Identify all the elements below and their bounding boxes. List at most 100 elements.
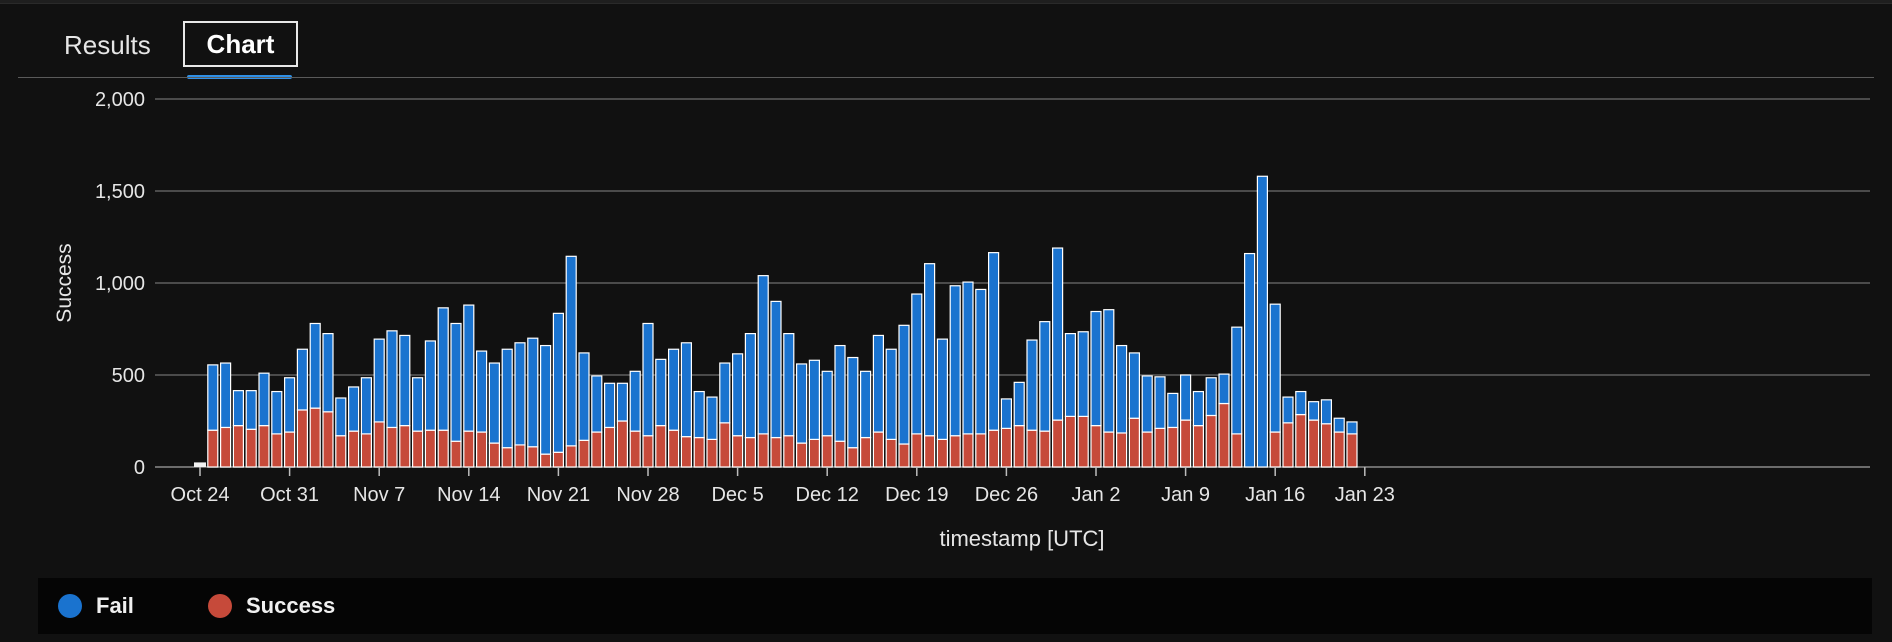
bar-success[interactable] (1320, 423, 1333, 468)
bar-fail[interactable] (1051, 247, 1064, 421)
bar-fail[interactable] (1167, 392, 1179, 429)
bar-success[interactable] (1282, 422, 1294, 468)
bar-success[interactable] (373, 421, 385, 468)
bar-success[interactable] (424, 429, 436, 468)
bar-fail[interactable] (386, 330, 398, 429)
bar-fail[interactable] (399, 334, 411, 427)
bar-success[interactable] (1000, 427, 1013, 468)
bar-fail[interactable] (616, 382, 629, 422)
bar-success[interactable] (322, 411, 334, 468)
bar-fail[interactable] (693, 390, 705, 439)
bar-fail[interactable] (911, 293, 923, 435)
bar-success[interactable] (770, 436, 782, 468)
bar-fail[interactable] (872, 334, 885, 433)
bar-success[interactable] (1051, 419, 1064, 468)
tab-chart[interactable]: Chart (183, 21, 298, 67)
bar-success[interactable] (578, 439, 590, 468)
bar-fail[interactable] (373, 338, 385, 423)
bar-fail[interactable] (258, 372, 270, 427)
bar-fail[interactable] (1269, 303, 1281, 433)
bar-fail[interactable] (1192, 390, 1205, 427)
bar-success[interactable] (987, 429, 1000, 468)
bar-fail[interactable] (424, 340, 436, 431)
legend-item-success[interactable]: Success (208, 578, 335, 634)
tab-results[interactable]: Results (64, 30, 151, 60)
bar-fail[interactable] (1013, 381, 1025, 427)
bar-success[interactable] (949, 435, 961, 468)
bar-fail[interactable] (706, 396, 718, 440)
bar-success[interactable] (348, 430, 360, 468)
bar-success[interactable] (399, 425, 411, 468)
bar-fail[interactable] (1320, 399, 1333, 425)
bar-success[interactable] (783, 435, 795, 468)
bar-fail[interactable] (962, 281, 974, 435)
bar-success[interactable] (258, 425, 270, 468)
bar-success[interactable] (911, 433, 923, 468)
bar-fail[interactable] (642, 322, 654, 437)
bar-fail[interactable] (1103, 309, 1115, 433)
bar-fail[interactable] (987, 252, 1000, 431)
bar-fail[interactable] (296, 348, 308, 411)
bar-fail[interactable] (885, 348, 897, 440)
bar-fail[interactable] (731, 353, 744, 437)
bar-fail[interactable] (488, 362, 500, 444)
bar-fail[interactable] (757, 275, 769, 435)
bar-fail[interactable] (348, 386, 360, 432)
bar-success[interactable] (859, 436, 872, 468)
bar-fail[interactable] (1179, 374, 1192, 421)
bar-fail[interactable] (578, 352, 590, 441)
bar-success[interactable] (1346, 433, 1358, 468)
bar-success[interactable] (1115, 432, 1128, 468)
bar-fail[interactable] (1039, 321, 1051, 432)
bar-success[interactable] (1295, 413, 1307, 468)
bar-success[interactable] (245, 428, 257, 468)
bar-fail[interactable] (360, 377, 372, 435)
bar-fail[interactable] (1141, 375, 1153, 433)
bar-fail[interactable] (1205, 377, 1217, 417)
bar-success[interactable] (412, 430, 424, 468)
bar-fail[interactable] (322, 333, 334, 413)
bar-fail[interactable] (1231, 326, 1243, 435)
bar-success[interactable] (731, 435, 744, 468)
bar-success[interactable] (437, 429, 449, 468)
bar-success[interactable] (1090, 425, 1102, 468)
bar-fail[interactable] (1128, 352, 1141, 419)
bar-fail[interactable] (1154, 376, 1166, 429)
bar-success[interactable] (207, 429, 219, 468)
bar-success[interactable] (1154, 427, 1166, 468)
bar-success[interactable] (501, 447, 513, 468)
bar-fail[interactable] (1346, 421, 1358, 435)
bar-success[interactable] (552, 451, 565, 468)
bar-success[interactable] (603, 426, 616, 468)
bar-success[interactable] (565, 445, 577, 468)
bar-success[interactable] (1269, 431, 1281, 468)
bar-fail[interactable] (335, 397, 347, 437)
bar-fail[interactable] (847, 356, 859, 449)
bar-fail[interactable] (1243, 252, 1256, 468)
bar-success[interactable] (450, 440, 462, 468)
bar-fail[interactable] (1295, 390, 1307, 416)
bar-success[interactable] (296, 409, 308, 468)
bar-success[interactable] (284, 431, 296, 468)
bar-success[interactable] (680, 436, 693, 468)
bar-success[interactable] (591, 431, 603, 468)
bar-fail[interactable] (975, 288, 987, 435)
bar-fail[interactable] (437, 307, 449, 431)
bar-fail[interactable] (565, 255, 577, 447)
bar-fail[interactable] (220, 362, 232, 429)
bar-fail[interactable] (1256, 175, 1269, 468)
bar-fail[interactable] (284, 377, 296, 433)
bar-fail[interactable] (719, 362, 731, 424)
bar-success[interactable] (936, 438, 949, 468)
bar-fail[interactable] (808, 359, 821, 441)
bar-success[interactable] (476, 431, 488, 468)
bar-success[interactable] (527, 446, 539, 468)
bar-fail[interactable] (412, 377, 424, 432)
bar-fail[interactable] (655, 358, 667, 427)
bar-success[interactable] (220, 426, 232, 468)
bar-fail[interactable] (539, 344, 552, 455)
bar-success[interactable] (795, 442, 808, 468)
bar-success[interactable] (1231, 433, 1243, 468)
bar-fail[interactable] (949, 285, 961, 437)
bar-success[interactable] (232, 425, 244, 468)
